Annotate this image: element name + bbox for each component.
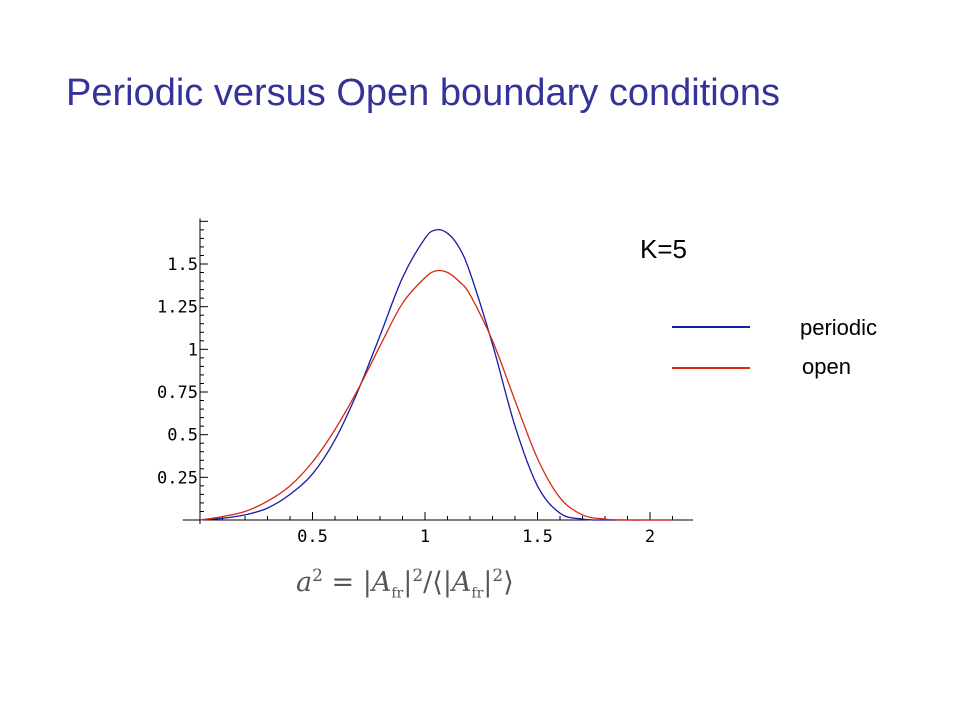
formula-bar-open: | [362, 567, 372, 598]
x-tick-label: 2 [645, 527, 655, 547]
formula-bar-close-2: | [483, 567, 493, 598]
y-tick-label: 1.5 [167, 255, 198, 275]
formula-variable: a [296, 567, 313, 598]
legend-label-open: open [802, 354, 851, 379]
formula-bar-close: | [403, 567, 413, 598]
x-tick-label: 1 [420, 527, 430, 547]
formula-rangle: ⟩ [503, 567, 514, 598]
formula-bar-open-2: | [442, 567, 452, 598]
chart-ticks: 0.5 1 1.5 2 0.25 0.5 0.75 1 1.25 1.5 [157, 220, 673, 547]
series-line-open [199, 269, 673, 521]
formula-amplitude-2: A [451, 567, 472, 598]
formula-exponent-3: 2 [492, 566, 504, 586]
k-annotation: K=5 [640, 234, 687, 264]
formula-equals: = [322, 567, 363, 598]
formula-amplitude: A [371, 567, 392, 598]
x-tick-label: 0.5 [297, 527, 328, 547]
chart-series [199, 228, 673, 521]
y-tick-label: 1.25 [157, 298, 198, 318]
legend-label-periodic: periodic [800, 315, 877, 340]
series-line-periodic [199, 228, 673, 521]
formula-exponent-2: 2 [412, 566, 424, 586]
y-tick-label: 0.25 [157, 468, 198, 488]
y-tick-label: 0.75 [157, 383, 198, 403]
slide-title: Periodic versus Open boundary conditions [66, 72, 780, 114]
x-tick-label: 1.5 [522, 527, 553, 547]
formula-slash: / [423, 567, 433, 598]
formula-subscript-2: fr [471, 585, 484, 602]
formula-langle: ⟨ [432, 567, 443, 598]
formula: a2 = |Afr|2/⟨|Afr|2⟩ [296, 566, 514, 601]
formula-exponent: 2 [312, 566, 323, 586]
chart-legend: periodic open [672, 315, 877, 379]
chart-axes [182, 218, 693, 524]
formula-subscript: fr [391, 585, 404, 602]
y-tick-label: 1 [188, 340, 198, 360]
y-tick-label: 0.5 [167, 426, 198, 446]
